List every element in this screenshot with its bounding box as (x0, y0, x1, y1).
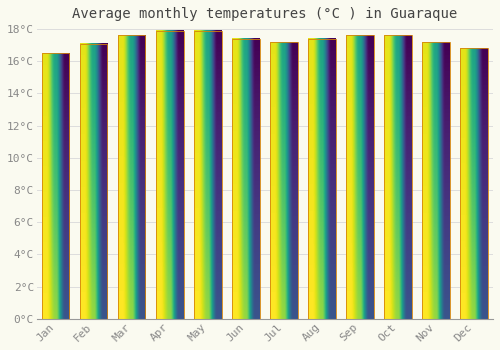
Bar (346, 35, 374, 319)
Bar (194, 31, 222, 319)
Bar (42, 53, 70, 319)
Bar (232, 39, 260, 319)
Title: Average monthly temperatures (°C ) in Guaraque: Average monthly temperatures (°C ) in Gu… (72, 7, 458, 21)
Bar (308, 39, 336, 319)
Bar (80, 43, 108, 319)
Bar (422, 42, 450, 319)
Bar (156, 31, 184, 319)
Bar (270, 42, 297, 319)
Bar (460, 48, 487, 319)
Bar (118, 35, 146, 319)
Bar (384, 35, 411, 319)
